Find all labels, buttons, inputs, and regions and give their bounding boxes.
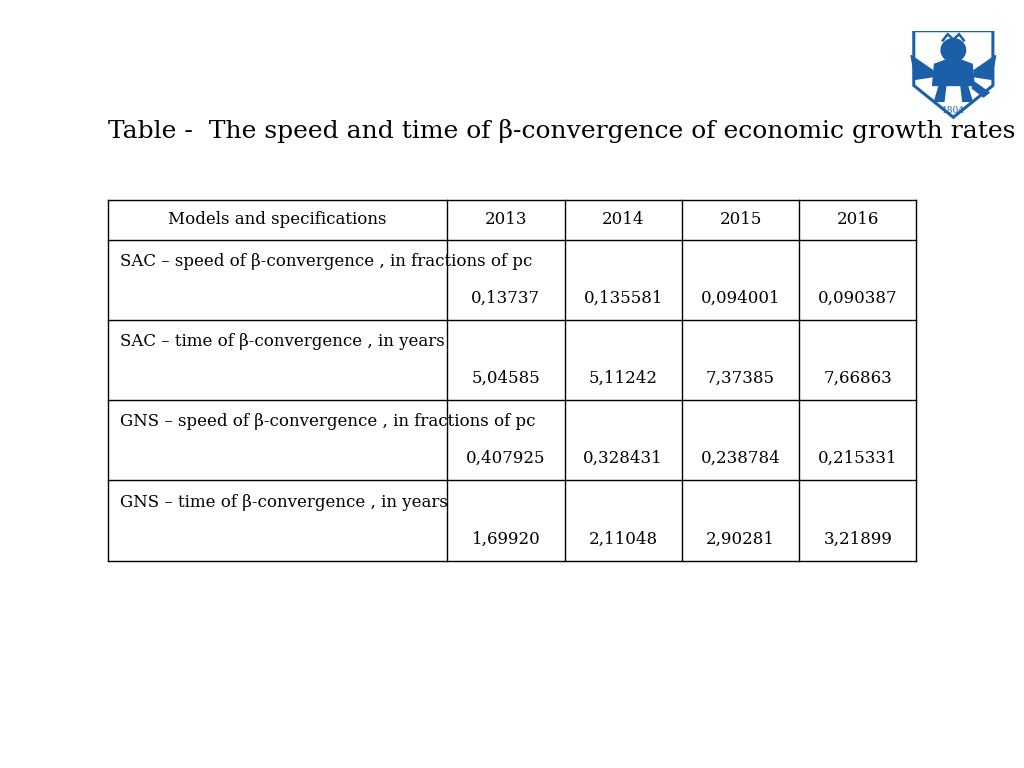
Text: 2015: 2015 [719, 211, 762, 228]
Text: 0,135581: 0,135581 [584, 290, 663, 307]
Text: 0,13737: 0,13737 [471, 290, 541, 307]
Text: 3,21899: 3,21899 [823, 531, 892, 548]
Text: GNS – time of β-convergence , in years: GNS – time of β-convergence , in years [120, 494, 447, 511]
Text: 0,328431: 0,328431 [584, 450, 664, 467]
Text: 2,11048: 2,11048 [589, 531, 657, 548]
Text: Table -  The speed and time of β-convergence of economic growth rates: Table - The speed and time of β-converge… [108, 118, 1015, 143]
Text: 0,090387: 0,090387 [818, 290, 898, 307]
Circle shape [941, 38, 966, 61]
Polygon shape [911, 55, 933, 79]
Polygon shape [935, 85, 946, 101]
Polygon shape [933, 58, 974, 85]
Polygon shape [961, 85, 972, 101]
Text: 0,238784: 0,238784 [700, 450, 780, 467]
Text: SAC – time of β-convergence , in years: SAC – time of β-convergence , in years [120, 333, 444, 350]
Polygon shape [913, 31, 993, 118]
Text: 5,04585: 5,04585 [472, 370, 541, 387]
Text: 5,11242: 5,11242 [589, 370, 657, 387]
Text: 0,094001: 0,094001 [700, 290, 780, 307]
Polygon shape [972, 82, 989, 97]
Text: GNS – speed of β-convergence , in fractions of pc: GNS – speed of β-convergence , in fracti… [120, 413, 536, 430]
Text: 1,69920: 1,69920 [472, 531, 541, 548]
Text: 2014: 2014 [602, 211, 644, 228]
Text: 0,215331: 0,215331 [818, 450, 898, 467]
Text: Models and specifications: Models and specifications [168, 211, 387, 228]
Text: 2013: 2013 [484, 211, 527, 228]
Text: 1804: 1804 [942, 106, 965, 114]
Text: 7,37385: 7,37385 [706, 370, 775, 387]
Polygon shape [974, 55, 995, 79]
Text: 0,407925: 0,407925 [466, 450, 546, 467]
Text: 2016: 2016 [837, 211, 879, 228]
Text: 2,90281: 2,90281 [706, 531, 775, 548]
Text: SAC – speed of β-convergence , in fractions of pc: SAC – speed of β-convergence , in fracti… [120, 253, 532, 270]
Text: 7,66863: 7,66863 [823, 370, 892, 387]
